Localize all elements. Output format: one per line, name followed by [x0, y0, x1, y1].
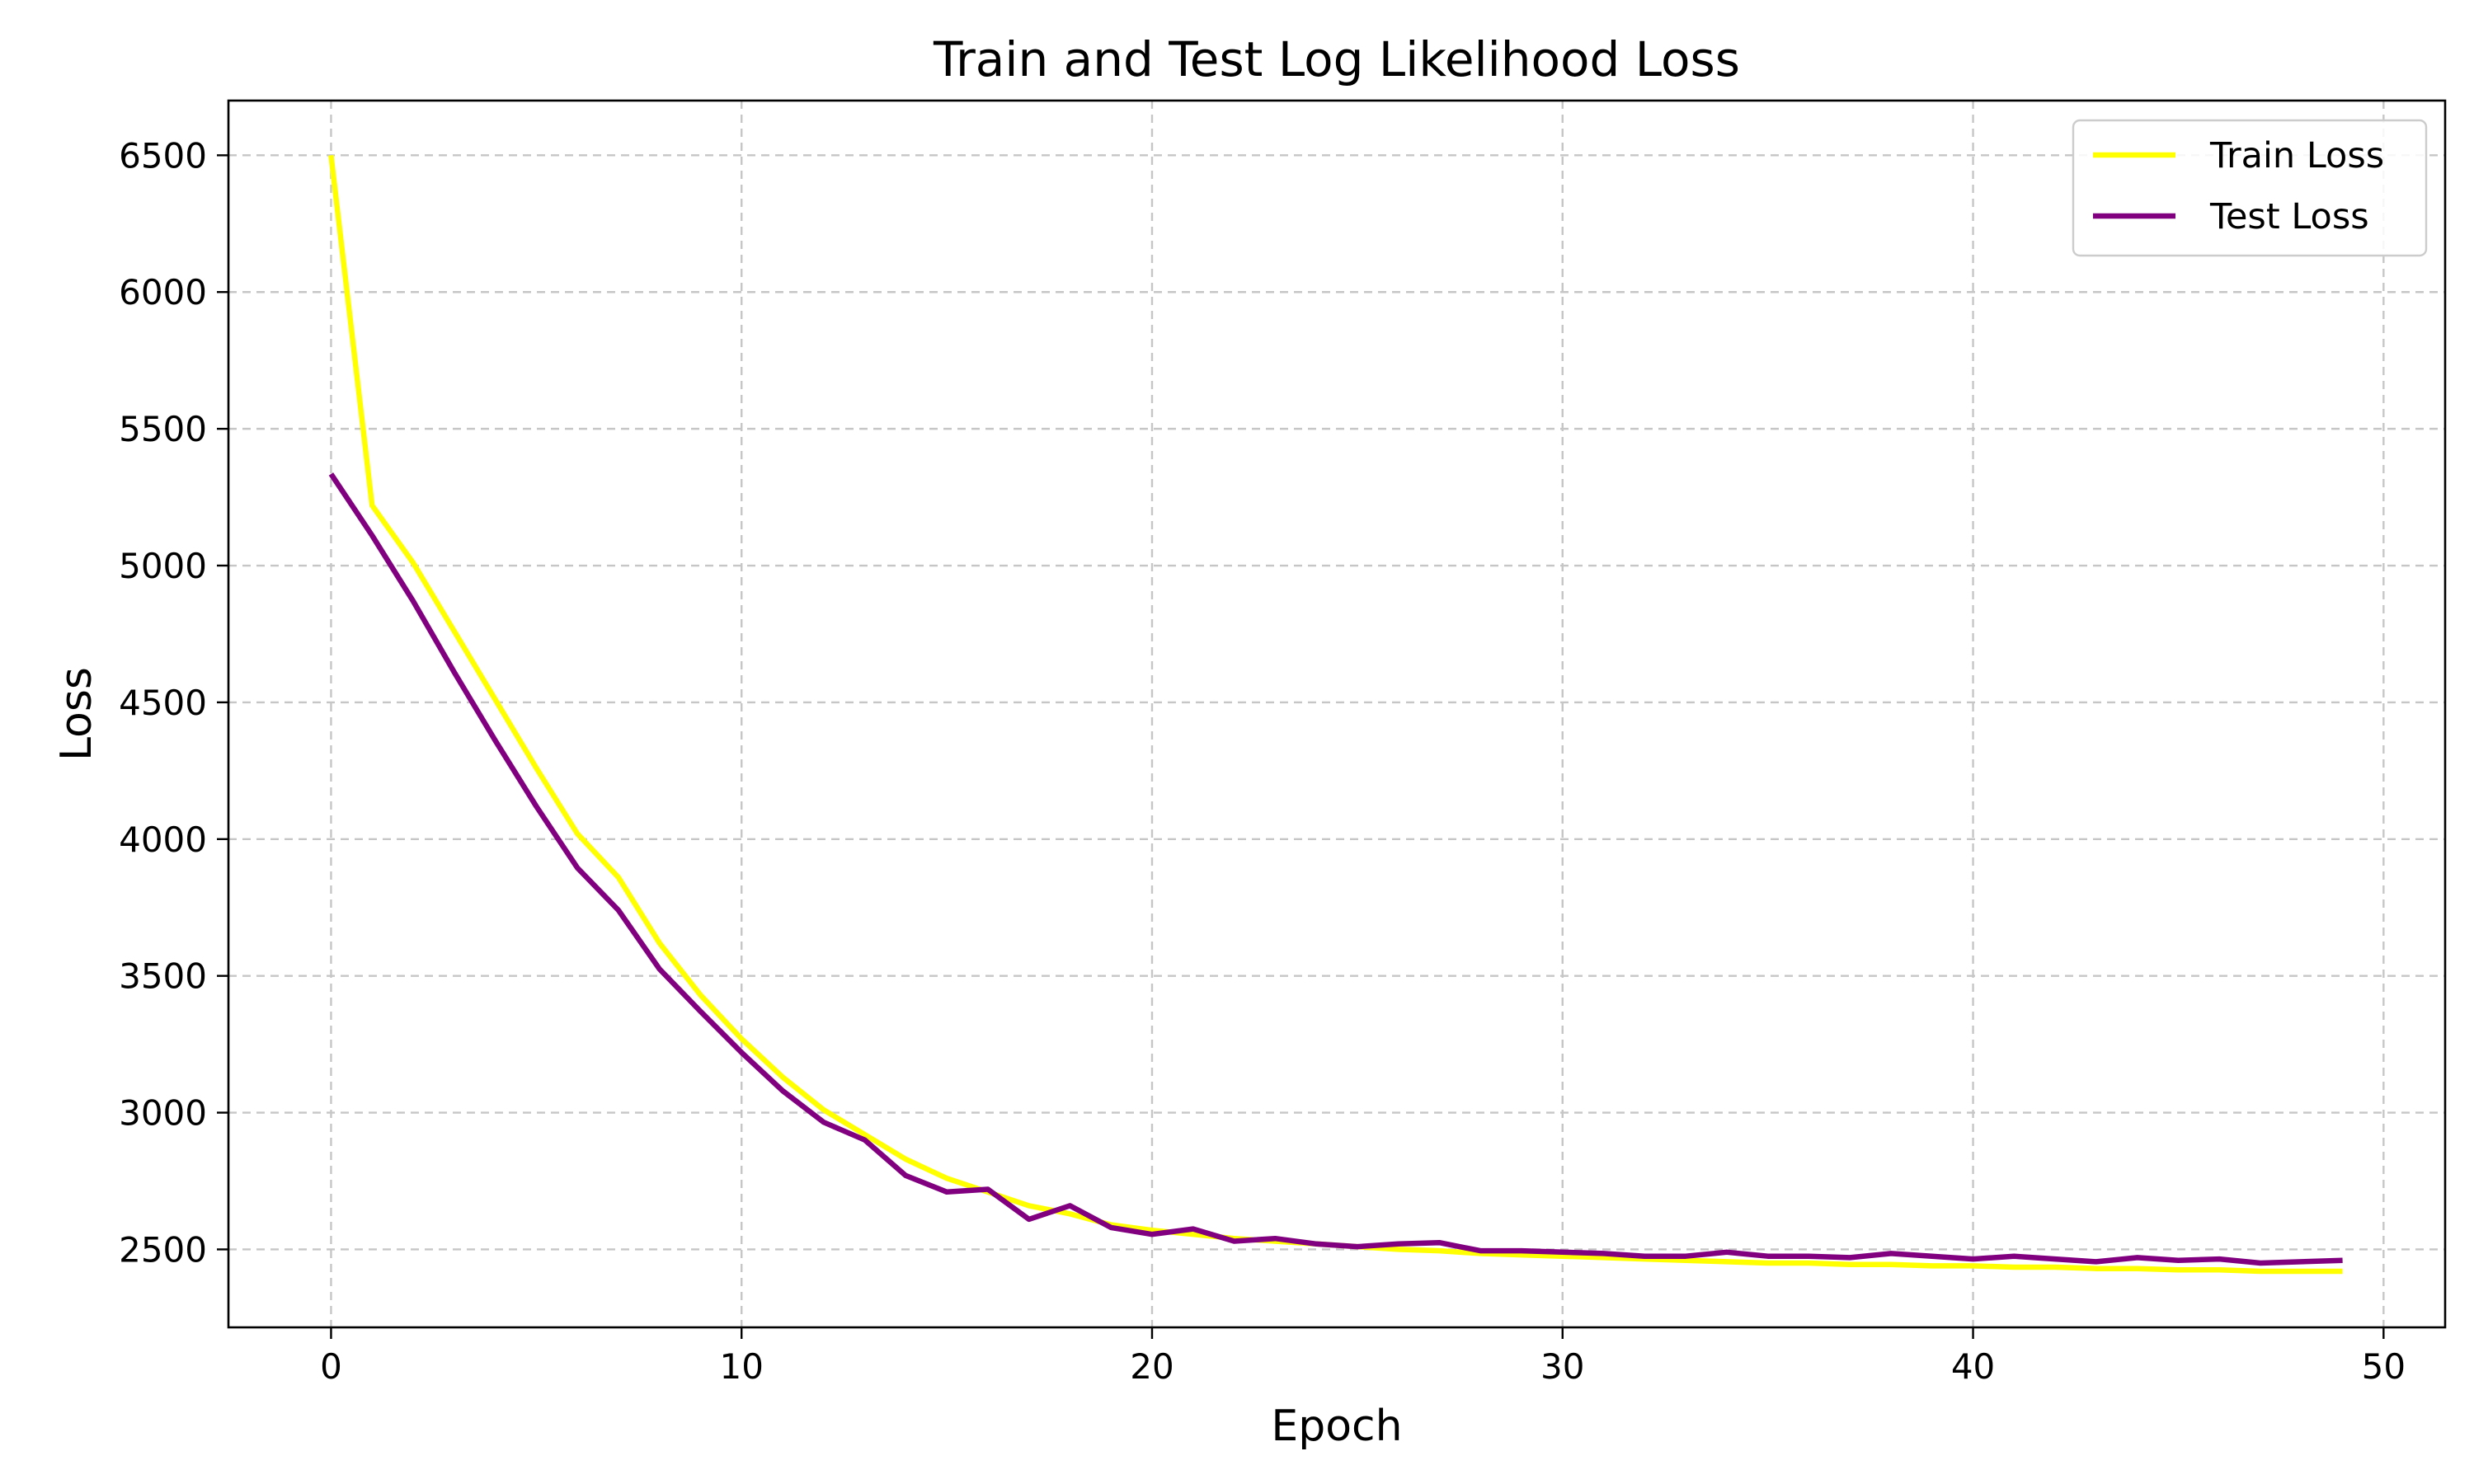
y-tick-label: 2500: [119, 1229, 207, 1270]
train-loss-line: [328, 155, 2343, 1275]
x-axis-label: Epoch: [1271, 1402, 1402, 1451]
test-loss-line: [328, 472, 2343, 1266]
grid: [228, 101, 2445, 1327]
y-tick-label: 4000: [119, 819, 207, 860]
y-tick-label: 5500: [119, 409, 207, 449]
x-tick-label: 10: [719, 1346, 763, 1387]
x-tick-label: 40: [1951, 1346, 1995, 1387]
chart-title: Train and Test Log Likelihood Loss: [933, 31, 1740, 87]
y-axis-label: Loss: [52, 667, 101, 761]
x-tick-label: 0: [320, 1346, 342, 1387]
y-tick-label: 5000: [119, 546, 207, 586]
y-axis-ticks: 2500 3000 3500 4000 4500 5000 5500 6000 6500: [119, 135, 228, 1270]
y-tick-label: 4500: [119, 683, 207, 723]
y-tick-label: 6500: [119, 135, 207, 176]
legend-label-train-loss: Train Loss: [2209, 135, 2384, 176]
y-tick-label: 3000: [119, 1093, 207, 1134]
plot-area-frame: [227, 99, 2447, 1329]
x-tick-label: 50: [2362, 1346, 2406, 1387]
y-tick-label: 3500: [119, 956, 207, 997]
x-tick-label: 20: [1130, 1346, 1174, 1387]
x-axis-ticks: 0 10 20 30 40 50: [320, 1327, 2406, 1387]
x-tick-label: 30: [1540, 1346, 1584, 1387]
series-lines: [328, 155, 2343, 1275]
y-tick-label: 6000: [119, 272, 207, 312]
legend-label-test-loss: Test Loss: [2209, 196, 2369, 237]
legend: Train Loss Test Loss: [2072, 119, 2428, 257]
